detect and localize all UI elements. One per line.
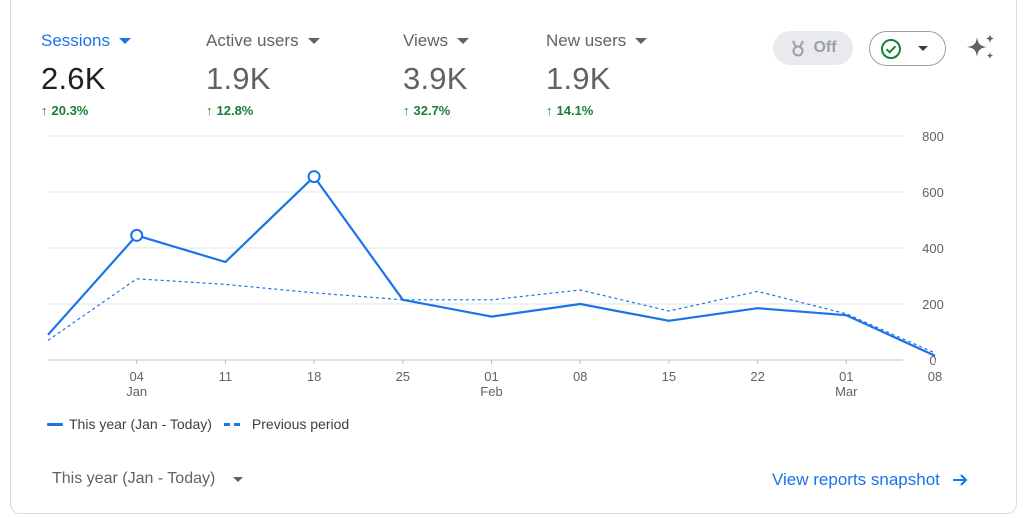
arrow-up-icon: ↑	[41, 103, 48, 118]
metric-delta: ↑ 14.1%	[546, 103, 647, 118]
benchmark-toggle[interactable]: Off	[773, 31, 853, 65]
x-tick-label: 04	[129, 369, 143, 384]
arrow-up-icon: ↑	[206, 103, 213, 118]
data-point	[135, 277, 139, 281]
metric-delta-value: 12.8%	[216, 103, 254, 118]
metric-label: Sessions	[41, 31, 110, 50]
metric-label: New users	[546, 31, 627, 50]
data-point	[667, 319, 671, 323]
data-point-marker	[307, 170, 321, 184]
data-point	[578, 302, 582, 306]
metric-delta-value: 14.1%	[556, 103, 594, 118]
chevron-down-icon	[635, 38, 648, 44]
metric-delta: ↑ 12.8%	[206, 103, 320, 118]
metric-label: Views	[403, 31, 449, 50]
legend-item-current: This year (Jan - Today)	[47, 416, 212, 432]
series-line-current	[47, 175, 936, 357]
metric-tab-views[interactable]: Views 3.9K ↑ 32.7%	[403, 30, 470, 118]
metric-value: 3.9K	[403, 61, 468, 96]
chevron-down-icon	[233, 476, 244, 482]
x-tick-label: 01	[839, 369, 853, 384]
arrow-up-icon: ↑	[546, 103, 553, 118]
data-point	[46, 333, 50, 337]
chart-legend: This year (Jan - Today) Previous period	[47, 416, 359, 432]
metric-delta-value: 20.3%	[51, 103, 89, 118]
x-tick-label: 08	[928, 369, 942, 384]
x-tick-label: 22	[750, 369, 764, 384]
x-tick-label: 15	[662, 369, 676, 384]
date-range-dropdown[interactable]: This year (Jan - Today)	[52, 470, 244, 488]
legend-dashed-swatch	[223, 422, 242, 426]
chevron-down-icon	[918, 46, 928, 51]
x-tick-label: 11	[219, 369, 233, 384]
data-point	[756, 289, 760, 293]
chevron-down-icon	[457, 38, 470, 44]
data-point	[667, 309, 671, 313]
y-tick-label: 600	[922, 185, 944, 200]
metric-tab-active-users[interactable]: Active users 1.9K ↑ 12.8%	[206, 30, 320, 118]
metric-tab-sessions[interactable]: Sessions 2.6K ↑ 20.3%	[41, 30, 131, 118]
legend-item-previous: Previous period	[222, 416, 349, 432]
data-point-marker	[130, 228, 144, 242]
data-point	[46, 338, 50, 342]
y-tick-label: 200	[922, 297, 944, 312]
x-tick-label: 01	[484, 369, 498, 384]
metric-value: 2.6K	[41, 61, 106, 96]
award-icon	[792, 40, 805, 57]
arrow-right-icon	[952, 474, 968, 486]
metric-delta-value: 32.7%	[413, 103, 451, 118]
legend-label-previous: Previous period	[251, 416, 350, 432]
x-tick-label: 08	[573, 369, 587, 384]
legend-label-current: This year (Jan - Today)	[69, 416, 212, 432]
view-reports-snapshot-label: View reports snapshot	[772, 470, 940, 489]
check-circle-icon	[881, 38, 901, 59]
sessions-overview-card	[10, 0, 1017, 514]
series-line-previous	[47, 278, 936, 354]
metric-value: 1.9K	[206, 61, 271, 96]
metric-label: Active users	[206, 31, 299, 50]
x-tick-label: 18	[307, 369, 321, 384]
data-point	[490, 298, 494, 302]
chevron-down-icon	[307, 38, 320, 44]
x-tick-month-label: Mar	[835, 384, 858, 399]
metric-delta: ↑ 32.7%	[403, 103, 469, 118]
data-point	[578, 288, 582, 292]
data-point	[490, 315, 494, 319]
data-point	[756, 306, 760, 310]
insights-sparkle-icon[interactable]	[965, 33, 997, 63]
x-tick-month-label: Jan	[126, 384, 147, 399]
data-point	[933, 354, 937, 358]
data-point	[223, 282, 227, 286]
chevron-down-icon	[118, 38, 131, 44]
y-tick-label: 400	[922, 241, 944, 256]
data-point	[401, 298, 405, 302]
date-range-label: This year (Jan - Today)	[52, 470, 216, 487]
benchmark-toggle-label: Off	[813, 39, 837, 56]
data-quality-dropdown[interactable]	[869, 31, 946, 66]
y-tick-label: 0	[929, 353, 936, 368]
view-reports-snapshot-link[interactable]: View reports snapshot	[772, 470, 968, 490]
metric-tab-new-users[interactable]: New users 1.9K ↑ 14.1%	[546, 30, 648, 118]
data-point	[844, 313, 848, 317]
x-tick-month-label: Feb	[480, 384, 502, 399]
legend-solid-swatch	[47, 422, 63, 426]
x-tick-label: 25	[396, 369, 410, 384]
metric-value: 1.9K	[546, 61, 611, 96]
y-tick-label: 800	[922, 129, 944, 144]
metric-delta: ↑ 20.3%	[41, 103, 131, 118]
arrow-up-icon: ↑	[403, 103, 410, 118]
data-point	[312, 291, 316, 295]
data-point	[223, 260, 227, 264]
